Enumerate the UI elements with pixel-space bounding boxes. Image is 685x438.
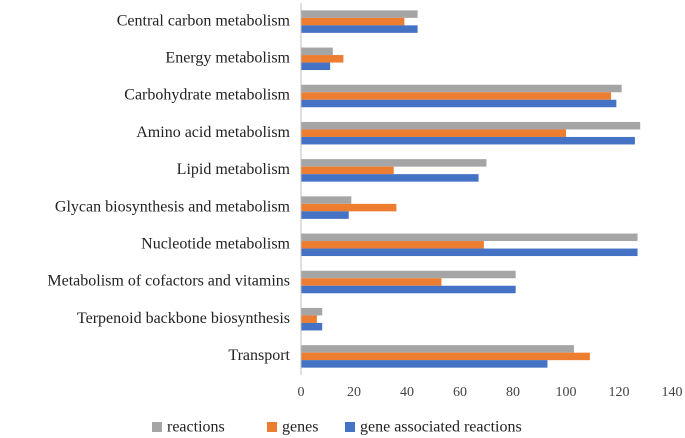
y-tick-label: Terpenoid backbone biosynthesis bbox=[77, 310, 290, 327]
y-tick-label: Metabolism of cofactors and vitamins bbox=[47, 273, 290, 290]
x-tick-label: 60 bbox=[453, 385, 467, 400]
bar bbox=[301, 129, 566, 137]
bar bbox=[301, 203, 397, 212]
bar bbox=[301, 307, 323, 316]
legend-swatch bbox=[152, 422, 162, 432]
y-tick-label: Energy metabolism bbox=[165, 49, 290, 66]
bar bbox=[301, 92, 612, 100]
bar bbox=[301, 166, 394, 175]
bar bbox=[301, 136, 635, 145]
x-tick-label: 20 bbox=[347, 385, 361, 400]
y-tick-label: Lipid metabolism bbox=[177, 161, 291, 178]
bar bbox=[301, 174, 479, 182]
legend-label: reactions bbox=[167, 419, 225, 436]
x-tick-label: 0 bbox=[298, 385, 305, 400]
bar bbox=[301, 278, 442, 286]
bar bbox=[301, 121, 641, 130]
bar bbox=[301, 62, 331, 71]
x-tick-label: 100 bbox=[556, 385, 577, 400]
bar bbox=[301, 10, 418, 18]
bar bbox=[301, 196, 352, 204]
legend-label: gene associated reactions bbox=[360, 419, 522, 436]
bar bbox=[301, 55, 344, 63]
y-tick-label: Glycan biosynthesis and metabolism bbox=[55, 198, 291, 215]
bar bbox=[301, 159, 487, 167]
x-tick-label: 120 bbox=[609, 385, 630, 400]
bar bbox=[301, 352, 590, 361]
x-tick-label: 40 bbox=[400, 385, 414, 400]
y-tick-label: Carbohydrate metabolism bbox=[124, 87, 290, 104]
y-tick-label: Amino acid metabolism bbox=[136, 124, 290, 141]
bar bbox=[301, 322, 323, 331]
bar bbox=[301, 285, 516, 294]
bar bbox=[301, 99, 617, 108]
y-tick-label: Nucleotide metabolism bbox=[141, 235, 290, 252]
bar bbox=[301, 233, 638, 242]
bar bbox=[301, 17, 405, 26]
bar bbox=[301, 345, 574, 353]
legend-swatch bbox=[345, 422, 355, 432]
bar bbox=[301, 47, 333, 56]
y-tick-label: Central carbon metabolism bbox=[117, 12, 291, 29]
x-tick-label: 140 bbox=[662, 385, 683, 400]
bar bbox=[301, 270, 516, 279]
bar bbox=[301, 248, 638, 257]
bar bbox=[301, 360, 548, 368]
bar bbox=[301, 25, 418, 33]
bar bbox=[301, 211, 349, 219]
legend-label: genes bbox=[282, 419, 318, 436]
bar bbox=[301, 241, 484, 249]
legend-swatch bbox=[267, 422, 277, 432]
bar bbox=[301, 84, 622, 93]
x-tick-label: 80 bbox=[506, 385, 520, 400]
y-tick-label: Transport bbox=[228, 347, 290, 364]
bar bbox=[301, 315, 317, 323]
